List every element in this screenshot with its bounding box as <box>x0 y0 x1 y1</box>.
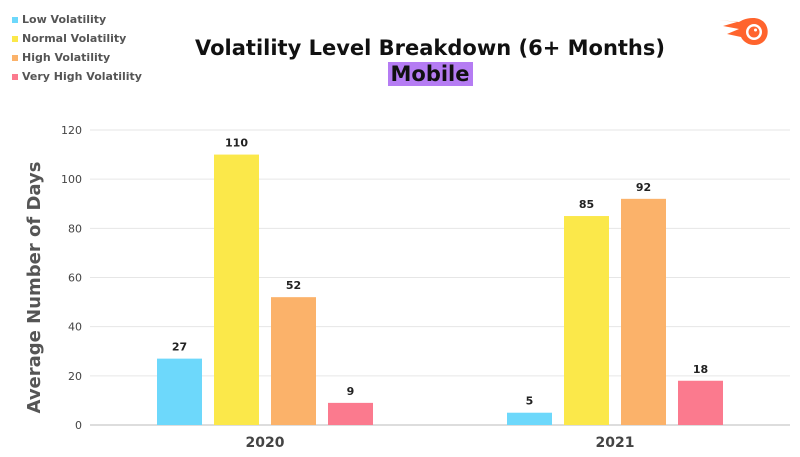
data-label: 27 <box>172 341 187 354</box>
data-label: 5 <box>526 395 534 408</box>
data-label: 92 <box>636 181 651 194</box>
legend-label: Very High Volatility <box>22 70 142 83</box>
data-label: 9 <box>347 385 355 398</box>
semrush-logo-icon <box>719 18 768 46</box>
y-tick-label: 80 <box>68 222 82 235</box>
bar-2020-0 <box>157 358 202 425</box>
legend-item-high: High Volatility <box>12 48 142 67</box>
legend-swatch <box>12 16 18 23</box>
legend-label: Normal Volatility <box>22 32 127 45</box>
y-tick-label: 120 <box>61 124 82 137</box>
bar-2021-1 <box>564 216 609 425</box>
y-tick-label: 40 <box>68 321 82 334</box>
data-label: 85 <box>579 198 594 211</box>
chart-title: Volatility Level Breakdown (6+ Months) <box>195 36 665 60</box>
legend-label: Low Volatility <box>22 13 107 26</box>
y-tick-label: 100 <box>61 173 82 186</box>
x-tick-label: 2021 <box>596 435 635 451</box>
y-tick-label: 0 <box>75 419 82 432</box>
bar-2021-0 <box>507 412 552 425</box>
legend-swatch <box>12 54 18 61</box>
data-label: 18 <box>693 363 708 376</box>
legend-item-normal: Normal Volatility <box>12 29 142 48</box>
legend-item-very-high: Very High Volatility <box>12 67 142 86</box>
bar-2021-2 <box>621 198 666 425</box>
data-label: 110 <box>225 137 248 150</box>
x-tick-label: 2020 <box>246 435 285 451</box>
chart-subtitle: Mobile <box>0 62 800 86</box>
y-axis-label: Average Number of Days <box>24 162 45 414</box>
legend: Low Volatility Normal Volatility High Vo… <box>12 10 142 86</box>
data-label: 52 <box>286 279 301 292</box>
legend-swatch <box>12 73 18 80</box>
bar-2020-3 <box>328 402 373 425</box>
legend-label: High Volatility <box>22 51 111 64</box>
legend-item-low: Low Volatility <box>12 10 142 29</box>
y-tick-label: 20 <box>68 370 82 383</box>
legend-swatch <box>12 35 18 42</box>
bar-2020-1 <box>214 154 259 426</box>
bar-2020-2 <box>271 297 316 425</box>
subtitle-text: Mobile <box>387 62 473 86</box>
y-tick-label: 60 <box>68 272 82 285</box>
bar-2021-3 <box>678 380 723 425</box>
